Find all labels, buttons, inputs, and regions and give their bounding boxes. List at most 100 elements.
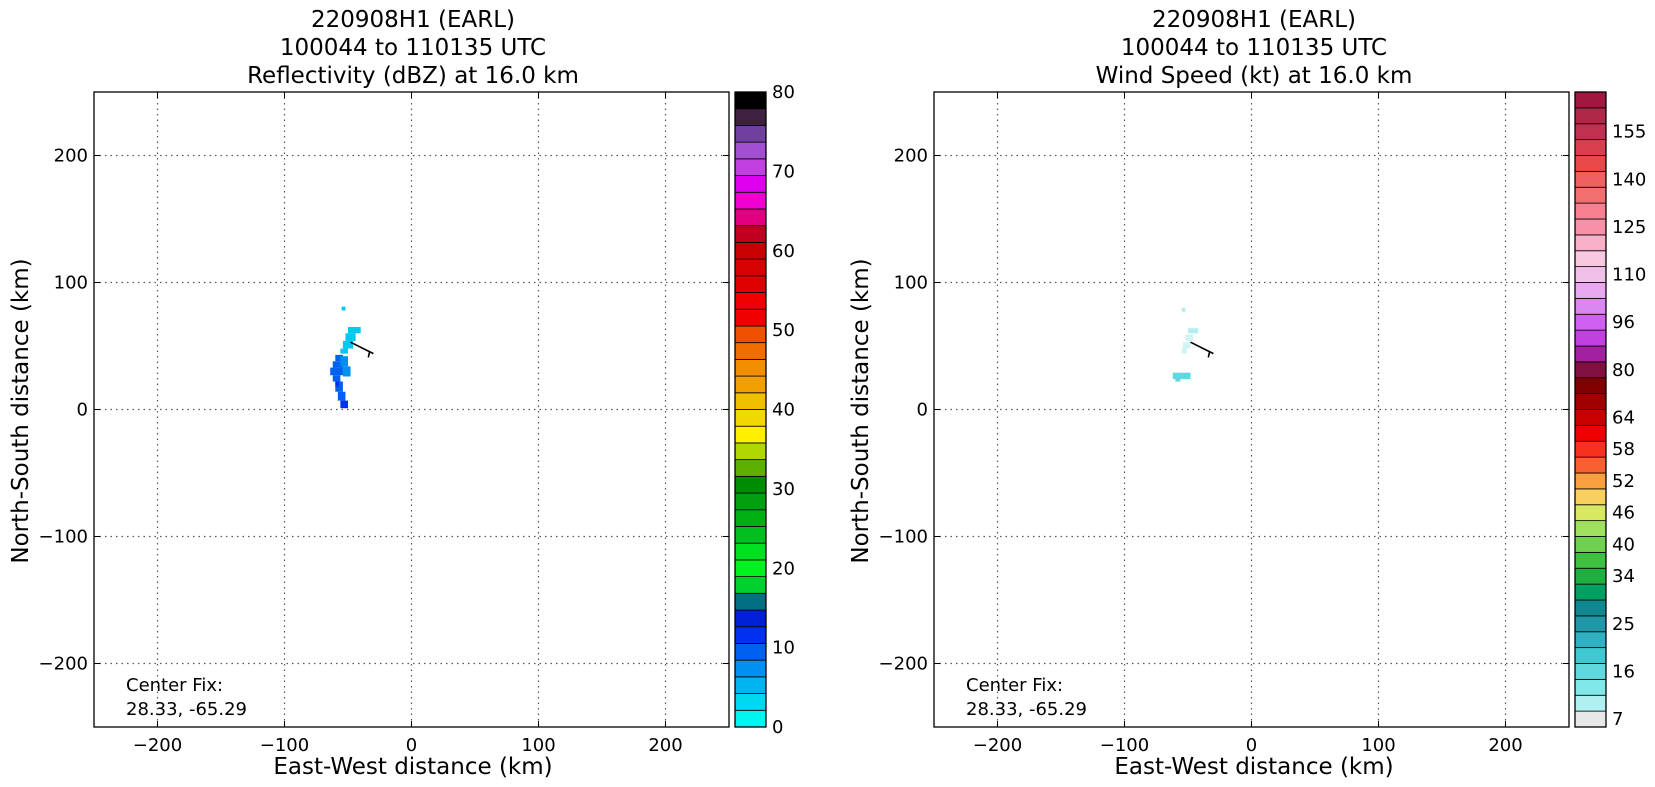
colorbar-bin — [1574, 266, 1607, 283]
colorbar-tick-label: 64 — [1612, 407, 1635, 428]
reflectivity-panel: 220908H1 (EARL) 100044 to 110135 UTC Ref… — [8, 7, 795, 780]
wind-barb-staff — [1190, 341, 1214, 355]
x-tick-label: −100 — [260, 735, 309, 756]
colorbar-bin — [1574, 472, 1607, 490]
colorbar-bin — [734, 375, 767, 394]
colorbar-tick-label: 40 — [772, 400, 795, 421]
colorbar-bin — [1574, 250, 1607, 268]
colorbar-bin — [1574, 107, 1607, 125]
echo-cell — [345, 333, 356, 341]
colorbar-bin — [734, 108, 767, 126]
colorbar-tick-label: 40 — [1612, 534, 1635, 555]
colorbar-bin — [734, 208, 767, 227]
colorbar-tick-label: 34 — [1612, 566, 1635, 587]
colorbar-bin — [734, 342, 767, 360]
colorbar-bin — [734, 626, 767, 644]
colorbar-tick-label: 58 — [1612, 439, 1635, 460]
colorbar-tick-label: 30 — [772, 479, 795, 500]
colorbar-bin — [734, 693, 767, 711]
colorbar-bin — [1574, 91, 1607, 109]
colorbar-bin — [1574, 440, 1607, 458]
colorbar-bin — [734, 308, 767, 327]
reflectivity-colorbar: 0 10 20 30 40 50 60 70 80 — [734, 82, 795, 738]
echo-cell — [1182, 342, 1191, 349]
colorbar-bin — [1574, 551, 1607, 569]
panel-title-line2: 100044 to 110135 UTC — [1121, 35, 1387, 61]
colorbar-bin — [1574, 186, 1607, 204]
x-tick-label: −100 — [1100, 735, 1149, 756]
colorbar-bin — [1574, 155, 1607, 172]
colorbar-tick-label: 70 — [772, 161, 795, 182]
colorbar-bin — [1574, 123, 1607, 141]
colorbar-bin — [1574, 599, 1607, 617]
y-axis-label: North-South distance (km) — [848, 258, 874, 563]
colorbar-bin — [1574, 663, 1607, 680]
colorbar-bin — [1574, 409, 1607, 426]
panel-title-line1: 220908H1 (EARL) — [311, 7, 515, 33]
colorbar-tick-label: 50 — [772, 320, 795, 341]
echo-cell — [348, 326, 361, 334]
colorbar-bin — [734, 241, 767, 260]
colorbar-bin — [734, 509, 767, 527]
colorbar-bin — [1574, 504, 1607, 522]
x-tick-label: 200 — [648, 735, 682, 756]
colorbar-bin — [734, 125, 767, 143]
colorbar-bin — [734, 492, 767, 511]
echo-cell — [330, 367, 343, 376]
colorbar-bin — [1574, 329, 1607, 347]
x-tick-label: 200 — [1488, 735, 1522, 756]
colorbar-bin — [1574, 567, 1607, 585]
echo-cell — [1172, 372, 1191, 380]
colorbar-bin — [734, 459, 767, 477]
colorbar-tick-label: 96 — [1612, 312, 1635, 333]
colorbar-bin — [1574, 297, 1607, 315]
echo-cell — [335, 354, 343, 362]
y-axis-label: North-South distance (km) — [8, 258, 34, 563]
colorbar-bin — [734, 576, 767, 594]
colorbar-bin — [734, 292, 767, 310]
colorbar-bin — [1574, 647, 1607, 664]
center-fix-label: Center Fix: — [966, 675, 1063, 696]
colorbar-bin — [1574, 694, 1607, 712]
x-tick-label: −200 — [973, 735, 1022, 756]
colorbar-bin — [734, 258, 767, 277]
colorbar-bin — [734, 709, 767, 728]
echo-cell — [1181, 348, 1187, 354]
echo-cell — [332, 375, 341, 382]
echo-cell — [340, 400, 348, 409]
colorbar-bin — [1574, 313, 1607, 331]
colorbar-bin — [734, 643, 767, 661]
wind-barb-flag — [367, 351, 371, 358]
colorbar-bin — [1574, 615, 1607, 633]
colorbar-tick-label: 140 — [1612, 169, 1646, 190]
y-tick-label: 200 — [894, 146, 928, 167]
colorbar-tick-label: 16 — [1612, 661, 1635, 682]
y-tick-label: 0 — [77, 400, 88, 421]
echo-cell — [332, 361, 343, 368]
colorbar-bin — [1574, 678, 1607, 696]
colorbar-bin — [1574, 218, 1607, 236]
colorbar-tick-label: 7 — [1612, 709, 1623, 730]
colorbar-bin — [734, 526, 767, 544]
y-tick-label: 100 — [54, 273, 88, 294]
colorbar-bin — [734, 158, 767, 176]
colorbar-bin — [734, 392, 767, 410]
panel-title-line2: 100044 to 110135 UTC — [280, 35, 546, 61]
colorbar-tick-label: 80 — [1612, 360, 1635, 381]
echo-cell — [335, 381, 343, 392]
colorbar-tick-label: 155 — [1612, 122, 1646, 143]
colorbar-bin — [1574, 710, 1607, 728]
colorbar-bin — [1574, 488, 1607, 506]
colorbar-bin — [734, 659, 767, 678]
y-tick-label: −200 — [39, 654, 88, 675]
colorbar-bin — [734, 91, 767, 110]
colorbar-bin — [1574, 361, 1607, 379]
colorbar-bin — [1574, 282, 1607, 299]
colorbar-tick-label: 125 — [1612, 217, 1646, 238]
colorbar-bin — [734, 609, 767, 628]
colorbar-tick-label: 80 — [772, 82, 795, 103]
colorbar-tick-label: 110 — [1612, 265, 1646, 286]
echo-cell — [341, 306, 346, 311]
echo-patch — [1172, 307, 1199, 382]
y-tick-label: 100 — [894, 273, 928, 294]
